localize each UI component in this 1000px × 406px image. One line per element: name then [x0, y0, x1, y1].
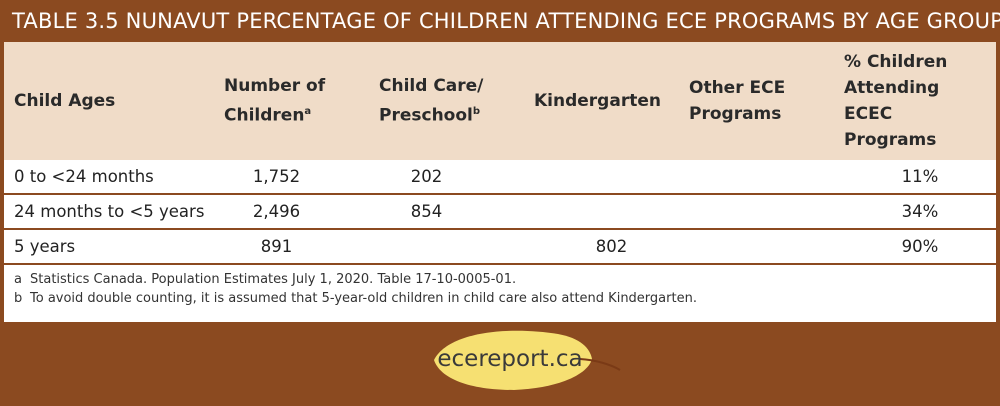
footnote-marker: a: [14, 272, 22, 287]
cell-child-ages: 24 months to <5 years: [4, 193, 224, 229]
header-child-care-preschool: Child Care/ Preschoolb: [379, 42, 534, 160]
cell-kindergarten: [534, 193, 689, 229]
header-number-of-children: Number of Childrena: [224, 42, 379, 160]
table-title: TABLE 3.5 NUNAVUT PERCENTAGE OF CHILDREN…: [12, 9, 1000, 33]
cell-other-ece: [689, 193, 844, 229]
footnote-text: To avoid double counting, it is assumed …: [30, 291, 697, 306]
logo-text: ecereport.ca: [437, 346, 583, 372]
footnote-text: Statistics Canada. Population Estimates …: [30, 272, 517, 287]
cell-number-of-children: 1,752: [252, 167, 301, 186]
table-row: 24 months to <5 years 2,496 854 34%: [4, 193, 996, 229]
footnote-b: b To avoid double counting, it is assume…: [14, 289, 986, 308]
cell-kindergarten: [534, 160, 689, 194]
header-percent-attending: % Children Attending ECEC Programs: [844, 42, 996, 160]
cell-percent: 34%: [844, 193, 996, 229]
cell-child-care: 202: [410, 167, 443, 186]
cell-child-ages: 5 years: [4, 228, 224, 263]
cell-child-care: 854: [379, 193, 534, 229]
footnote-marker: b: [14, 291, 23, 306]
cell-other-ece: [689, 160, 844, 194]
header-other-ece-programs: Other ECE Programs: [689, 42, 844, 160]
table-notes: a Statistics Canada. Population Estimate…: [4, 263, 996, 308]
footnote-a: a Statistics Canada. Population Estimate…: [14, 270, 986, 289]
header-kindergarten: Kindergarten: [534, 42, 689, 160]
leaf-icon: [434, 330, 621, 390]
header-row: Child Ages Number of Childrena Child Car…: [4, 42, 996, 160]
cell-child-care: [379, 228, 534, 263]
cell-child-ages: 0 to <24 months: [14, 167, 154, 186]
table-panel: Child Ages Number of Childrena Child Car…: [4, 42, 996, 322]
data-table: Child Ages Number of Childrena Child Car…: [4, 42, 996, 263]
ecereport-logo[interactable]: ecereport.ca: [430, 326, 630, 392]
table-row: 5 years 891 802 90%: [4, 228, 996, 263]
header-child-ages: Child Ages: [4, 42, 224, 160]
cell-number-of-children: 2,496: [224, 193, 379, 229]
cell-number-of-children: 891: [224, 228, 379, 263]
cell-other-ece: [689, 228, 844, 263]
cell-percent: 11%: [901, 167, 939, 186]
table-row: 0 to <24 months 1,752 202 11%: [4, 160, 996, 194]
cell-percent: 90%: [844, 228, 996, 263]
cell-kindergarten: 802: [534, 228, 689, 263]
